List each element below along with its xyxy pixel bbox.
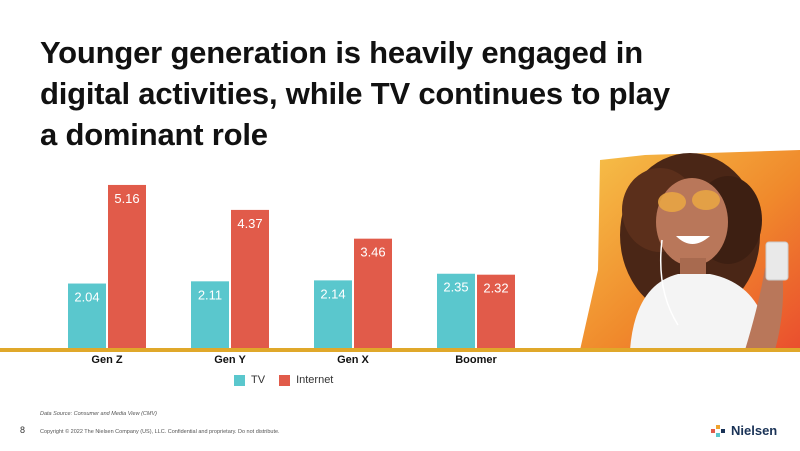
legend-swatch-tv: [234, 374, 245, 386]
nielsen-logo-text: Nielsen: [731, 423, 778, 438]
nielsen-logo: Nielsen: [711, 423, 777, 438]
bar-tv-gen-z: [68, 283, 106, 348]
bar-internet-gen-y: [231, 209, 269, 348]
title-line-3: a dominant role: [40, 117, 268, 152]
data-label-internet-gen-y: 4.37: [237, 216, 262, 231]
data-label-tv-gen-x: 2.14: [320, 286, 345, 301]
title-line-2: digital activities, while TV continues t…: [40, 76, 670, 111]
data-label-tv-boomer: 2.35: [443, 280, 468, 295]
legend-item-tv: TV: [234, 374, 265, 386]
phone-icon: [765, 241, 789, 281]
bar-internet-boomer: [477, 274, 515, 348]
slide-title: Younger generation is heavily engaged in…: [40, 32, 780, 155]
bar-tv-gen-x: [314, 280, 352, 348]
data-label-internet-gen-z: 5.16: [114, 191, 139, 206]
data-label-tv-gen-z: 2.04: [74, 290, 99, 305]
legend-label-internet: Internet: [296, 374, 334, 386]
data-label-internet-boomer: 2.32: [483, 281, 508, 296]
title-line-1: Younger generation is heavily engaged in: [40, 35, 643, 70]
legend-item-internet: Internet: [279, 374, 333, 386]
nielsen-logo-icon: [711, 424, 725, 437]
page-number: 8: [20, 425, 26, 435]
legend-label-tv: TV: [251, 374, 266, 386]
x-tick-label: Boomer: [455, 354, 497, 366]
data-label-tv-gen-y: 2.11: [198, 287, 222, 302]
bar-internet-gen-z: [108, 184, 146, 348]
chart-legend: TV Internet: [234, 374, 347, 386]
bar-tv-gen-y: [191, 281, 229, 348]
bar-tv-boomer: [437, 273, 475, 348]
smiling-woman-photo: [580, 150, 800, 350]
data-label-internet-gen-x: 3.46: [360, 245, 385, 260]
legend-swatch-internet: [279, 374, 291, 386]
data-source-footnote: Data Source: Consumer and Media View (CM…: [40, 411, 157, 417]
bar-internet-gen-x: [354, 238, 392, 348]
chart-baseline: [0, 348, 800, 352]
x-tick-label: Gen X: [337, 354, 369, 366]
x-tick-label: Gen Z: [91, 354, 122, 366]
x-tick-label: Gen Y: [214, 354, 246, 366]
copyright-notice: Copyright © 2022 The Nielsen Company (US…: [40, 429, 280, 435]
